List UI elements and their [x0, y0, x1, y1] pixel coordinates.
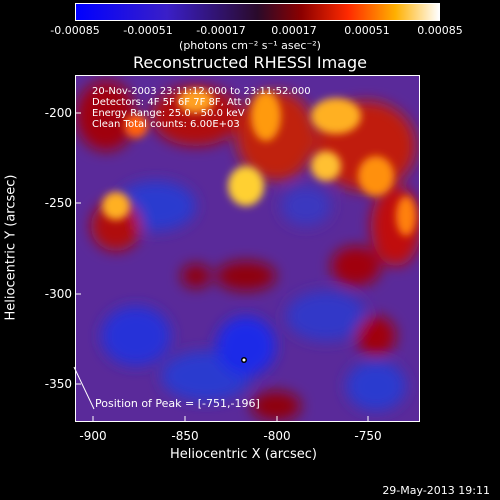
- info-counts: Clean Total counts: 6.00E+03: [92, 119, 240, 130]
- y-tick-4: -350: [44, 377, 72, 391]
- info-energy-range: Energy Range: 25.0 - 50.0 keV: [92, 108, 245, 119]
- colorbar-tick-6: 0.00085: [417, 24, 463, 37]
- info-detectors: Detectors: 4F 5F 6F 7F 8F, Att 0: [92, 97, 252, 108]
- colorbar: [75, 3, 440, 21]
- x-tick-4: -750: [354, 429, 382, 443]
- rhessi-image: [75, 75, 420, 422]
- y-tick-3: -300: [44, 287, 72, 301]
- colorbar-tick-4: 0.00017: [271, 24, 317, 37]
- y-tick-1: -200: [44, 106, 72, 120]
- y-tick-2: -250: [44, 196, 72, 210]
- info-time-range: 20-Nov-2003 23:11:12.000 to 23:11:52.000: [92, 86, 311, 97]
- plot-title: Reconstructed RHESSI Image: [133, 53, 367, 72]
- peak-position-label: Position of Peak = [-751,-196]: [95, 397, 260, 410]
- timestamp: 29-May-2013 19:11: [382, 484, 490, 497]
- x-tick-3: -800: [263, 429, 291, 443]
- x-tick-2: -850: [171, 429, 199, 443]
- peak-leader-line: [73, 366, 95, 410]
- x-tick-1: -900: [79, 429, 107, 443]
- colorbar-tick-2: -0.00051: [123, 24, 173, 37]
- colorbar-tick-1: -0.00085: [50, 24, 100, 37]
- colorbar-units: (photons cm⁻² s⁻¹ asec⁻²): [179, 39, 321, 52]
- colorbar-tick-5: 0.00051: [344, 24, 390, 37]
- x-axis-label: Heliocentric X (arcsec): [170, 447, 317, 462]
- colorbar-tick-3: -0.00017: [196, 24, 246, 37]
